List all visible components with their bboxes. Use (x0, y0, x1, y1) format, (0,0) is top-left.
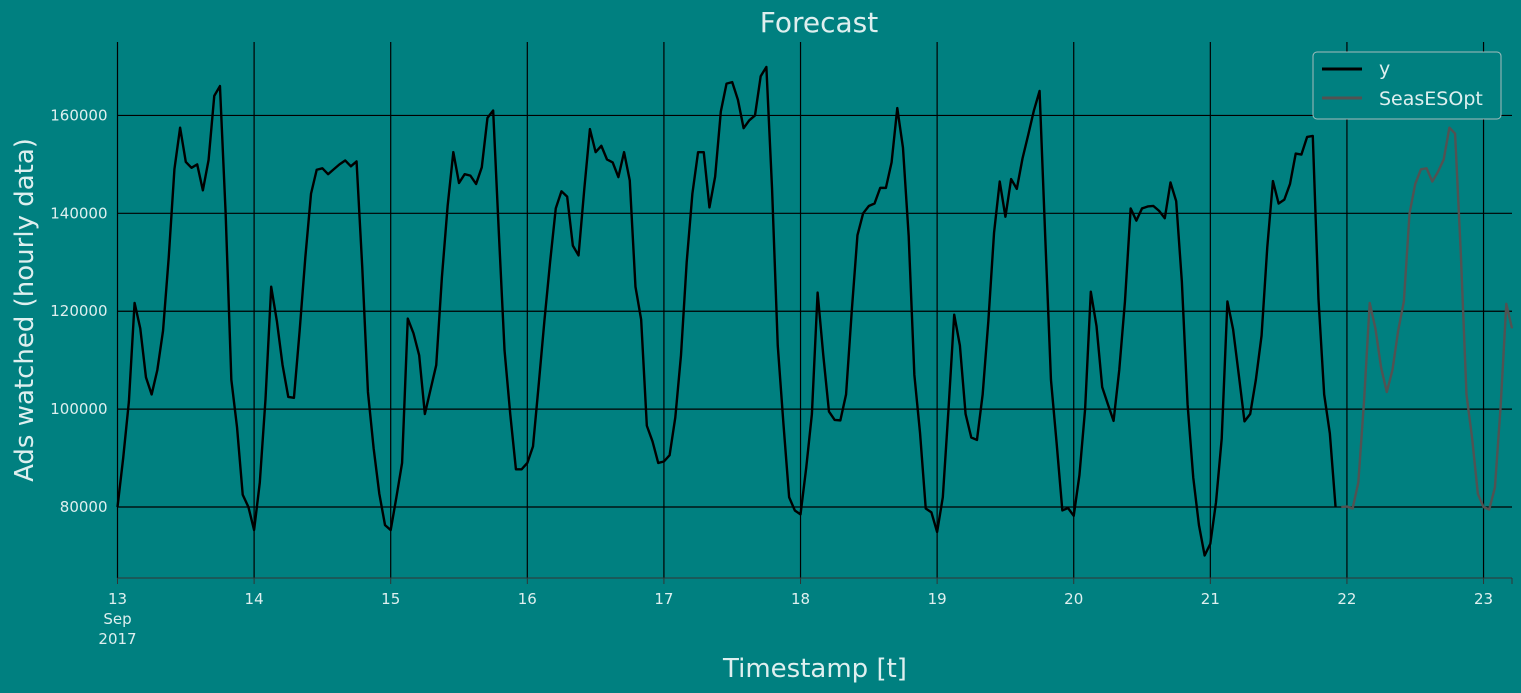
y-axis-label: Ads watched (hourly data) (10, 138, 40, 482)
legend-label-seasesopt: SeasESOpt (1379, 88, 1483, 110)
x-tick-label: 22 (1337, 590, 1356, 608)
x-tick-label: 17 (654, 590, 673, 608)
x-tick-sublabel-month: Sep (103, 610, 131, 628)
x-axis-label: Timestamp [t] (722, 654, 907, 684)
x-tick-label: 21 (1201, 590, 1220, 608)
x-tick-label: 18 (791, 590, 810, 608)
x-tick-label: 19 (928, 590, 947, 608)
x-tick-label: 23 (1474, 590, 1493, 608)
y-tick-label: 100000 (50, 400, 107, 418)
chart-title: Forecast (760, 6, 879, 39)
legend: y SeasESOpt (1312, 51, 1502, 120)
x-tick-label: 14 (245, 590, 264, 608)
y-tick-label: 140000 (50, 204, 107, 222)
series-line-y (116, 65, 1337, 557)
y-tick-label: 80000 (60, 498, 108, 516)
x-tick-sublabel-year: 2017 (98, 630, 136, 648)
legend-label-y: y (1379, 58, 1390, 80)
grid (116, 42, 1512, 578)
series-line-seasesopt (1341, 126, 1514, 511)
x-tick-label: 16 (518, 590, 537, 608)
x-tick-label: 13 (108, 590, 127, 608)
series-lines (116, 65, 1514, 557)
y-axis-ticks: 80000 100000 120000 140000 160000 (50, 106, 107, 516)
x-axis-ticks: 13 Sep 2017 14 15 16 17 18 19 20 21 22 23 (98, 578, 1513, 648)
y-tick-label: 120000 (50, 302, 107, 320)
y-tick-label: 160000 (50, 106, 107, 124)
x-tick-label: 20 (1064, 590, 1083, 608)
x-tick-label: 15 (381, 590, 400, 608)
